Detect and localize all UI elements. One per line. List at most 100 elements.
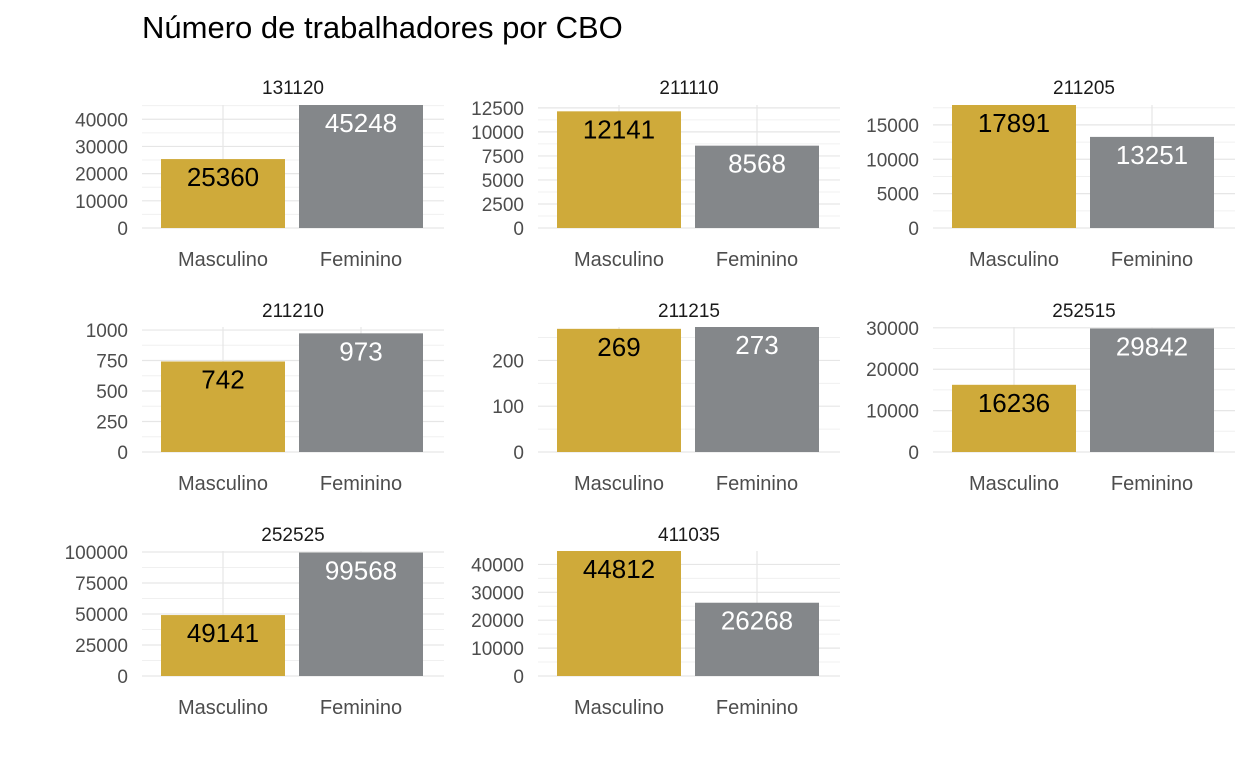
y-tick-label: 20000 <box>866 360 919 381</box>
bar-feminino <box>299 552 423 676</box>
y-tick-label: 30000 <box>866 319 919 340</box>
facet-panel-211205: 211205 0 5000 10000 15000 17891 Masculino 13251… <box>866 78 1235 271</box>
y-tick-label: 10000 <box>866 150 919 171</box>
bar-masculino <box>952 384 1076 452</box>
x-tick-label: Masculino <box>969 249 1059 271</box>
facet-title: 211205 <box>1053 78 1115 99</box>
y-tick-label: 250 <box>96 413 128 434</box>
y-tick-label: 750 <box>96 352 128 373</box>
y-tick-label: 0 <box>908 219 919 240</box>
y-tick-label: 0 <box>908 443 919 464</box>
bar-value-label: 742 <box>201 365 244 395</box>
x-tick-label: Masculino <box>178 473 268 495</box>
y-tick-label: 50000 <box>75 605 128 626</box>
bar-value-label: 44812 <box>583 554 655 584</box>
facet-title: 211210 <box>262 301 324 322</box>
x-tick-label: Masculino <box>574 249 664 271</box>
y-tick-label: 2500 <box>482 195 524 216</box>
bar-feminino <box>299 333 423 452</box>
bar-feminino <box>1090 328 1214 452</box>
x-tick-label: Feminino <box>716 249 798 271</box>
facet-panel-131120: 131120 0 10000 20000 30000 40000 25360 Masculin… <box>75 78 444 271</box>
y-tick-label: 15000 <box>866 116 919 137</box>
x-tick-label: Masculino <box>969 473 1059 495</box>
bar-masculino <box>161 615 285 676</box>
facet-title: 252525 <box>261 525 324 546</box>
y-tick-label: 5000 <box>482 171 524 192</box>
x-tick-label: Feminino <box>320 697 402 719</box>
bar-feminino <box>695 327 819 452</box>
facet-panel-211215: 211215 0 100 200 269 Masculino 273 Feminino <box>492 301 840 495</box>
bar-value-label: 13251 <box>1116 140 1188 170</box>
bar-feminino <box>695 602 819 676</box>
x-tick-label: Masculino <box>574 697 664 719</box>
y-tick-label: 0 <box>117 219 128 240</box>
y-tick-label: 40000 <box>75 110 128 131</box>
facet-title: 411035 <box>658 525 720 546</box>
bar-value-label: 269 <box>597 332 640 362</box>
facet-panel-211210: 211210 0 250 500 750 1000 742 Masculino 973 Femin… <box>86 301 444 495</box>
bar-feminino <box>695 145 819 228</box>
y-tick-label: 10000 <box>471 639 524 660</box>
bar-masculino <box>557 551 681 676</box>
bar-value-label: 17891 <box>978 108 1050 138</box>
facet-title: 131120 <box>262 78 324 99</box>
y-tick-label: 20000 <box>75 165 128 186</box>
x-tick-label: Feminino <box>320 249 402 271</box>
facet-title: 211215 <box>658 301 720 322</box>
bar-value-label: 16236 <box>978 388 1050 418</box>
y-tick-label: 100 <box>492 397 524 418</box>
x-tick-label: Feminino <box>1111 473 1193 495</box>
y-tick-label: 0 <box>513 667 524 688</box>
x-tick-label: Masculino <box>178 249 268 271</box>
y-tick-label: 30000 <box>75 137 128 158</box>
y-tick-label: 1000 <box>86 321 128 342</box>
y-tick-label: 30000 <box>471 583 524 604</box>
x-tick-label: Feminino <box>716 697 798 719</box>
bar-value-label: 99568 <box>325 556 397 586</box>
y-tick-label: 5000 <box>877 185 919 206</box>
y-tick-label: 0 <box>513 443 524 464</box>
y-tick-label: 12500 <box>471 99 524 120</box>
x-tick-label: Feminino <box>1111 249 1193 271</box>
y-tick-label: 10000 <box>866 402 919 423</box>
facet-panel-252515: 252515 0 10000 20000 30000 16236 Masculino 2984… <box>866 301 1235 495</box>
y-tick-label: 100000 <box>65 543 128 564</box>
y-tick-label: 0 <box>513 219 524 240</box>
bar-value-label: 29842 <box>1116 331 1188 361</box>
bar-value-label: 25360 <box>187 162 259 192</box>
facet-title: 211110 <box>659 78 718 99</box>
bar-value-label: 26268 <box>721 606 793 636</box>
x-tick-label: Feminino <box>716 473 798 495</box>
x-tick-label: Masculino <box>574 473 664 495</box>
y-tick-label: 500 <box>96 382 128 403</box>
y-tick-label: 40000 <box>471 555 524 576</box>
y-tick-label: 10000 <box>75 192 128 213</box>
bar-value-label: 273 <box>735 330 778 360</box>
y-tick-label: 10000 <box>471 123 524 144</box>
facet-title: 252515 <box>1052 301 1115 322</box>
y-tick-label: 75000 <box>75 574 128 595</box>
y-tick-label: 0 <box>117 443 128 464</box>
bar-masculino <box>161 159 285 228</box>
bar-feminino <box>299 105 423 228</box>
chart-title: Número de trabalhadores por CBO <box>142 10 623 45</box>
y-tick-label: 25000 <box>75 636 128 657</box>
facet-panel-252525: 252525 0 25000 50000 75000 100000 49141 Masculi… <box>65 525 444 719</box>
bar-value-label: 45248 <box>325 108 397 138</box>
bar-value-label: 12141 <box>583 114 655 144</box>
bar-masculino <box>557 328 681 452</box>
bar-value-label: 49141 <box>187 618 259 648</box>
facet-panel-411035: 411035 0 10000 20000 30000 40000 44812 Masculin… <box>471 525 840 719</box>
bar-feminino <box>1090 136 1214 228</box>
bar-masculino <box>557 111 681 228</box>
y-tick-label: 20000 <box>471 611 524 632</box>
x-tick-label: Feminino <box>320 473 402 495</box>
y-tick-label: 200 <box>492 351 524 372</box>
bar-value-label: 973 <box>339 336 382 366</box>
x-tick-label: Masculino <box>178 697 268 719</box>
y-tick-label: 0 <box>117 667 128 688</box>
facet-panel-211110: 211110 0 2500 5000 7500 10000 12500 12141 Mascul… <box>471 78 840 271</box>
bar-masculino <box>161 361 285 452</box>
